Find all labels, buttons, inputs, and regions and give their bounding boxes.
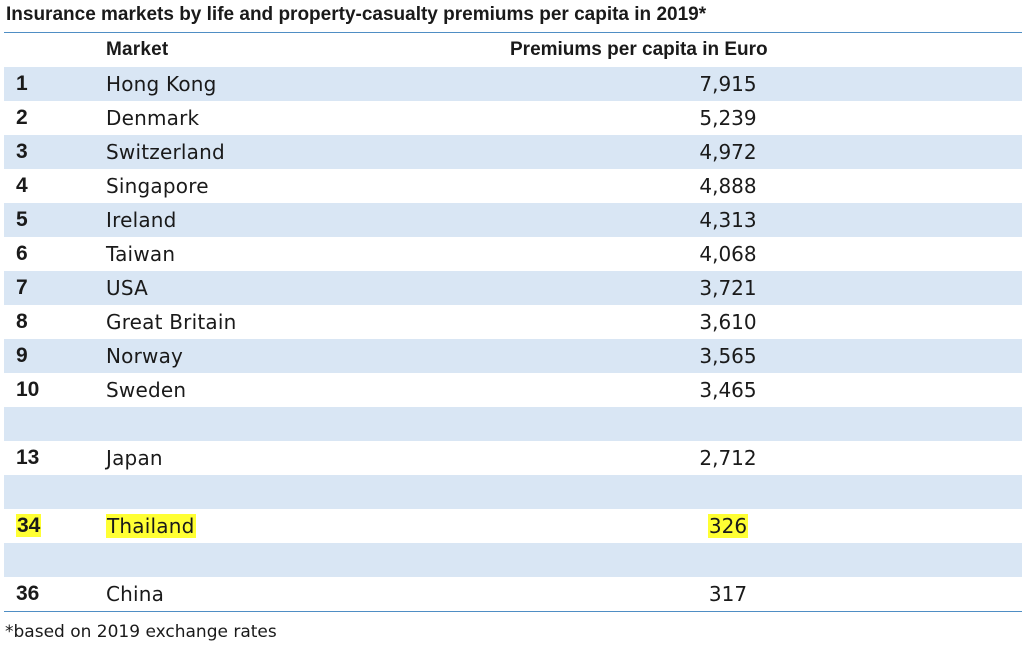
row-market: Great Britain (106, 310, 237, 334)
row-premium-value: 326 (662, 509, 794, 543)
header-premiums: Premiums per capita in Euro (510, 39, 768, 60)
table-row (4, 475, 1022, 509)
table-row: 4 Singapore 4,888 (4, 169, 1022, 203)
highlight-mark: 34 (16, 514, 42, 537)
table-row: 13 Japan 2,712 (4, 441, 1022, 475)
row-market: China (106, 582, 165, 606)
row-rank: 9 (16, 344, 28, 367)
table-row: 2 Denmark 5,239 (4, 101, 1022, 135)
row-market: Ireland (106, 208, 177, 232)
table-header-row: Market Premiums per capita in Euro (4, 33, 1022, 67)
row-market: Taiwan (106, 242, 176, 266)
row-premium-value: 4,313 (699, 208, 757, 232)
row-premium-value (662, 543, 794, 577)
row-rank: 5 (16, 208, 28, 231)
row-premium-value (662, 475, 794, 509)
premiums-table: Market Premiums per capita in Euro 1 Hong… (4, 32, 1022, 612)
row-premium-value: 4,972 (699, 140, 757, 164)
table-row: 5 Ireland 4,313 (4, 203, 1022, 237)
highlight-mark: Thailand (106, 514, 196, 538)
row-market: Singapore (106, 174, 209, 198)
row-market: Hong Kong (106, 72, 217, 96)
row-premium-value: 2,712 (699, 446, 757, 470)
row-premium-value: 5,239 (699, 106, 757, 130)
row-market: USA (106, 276, 148, 300)
table-row (4, 407, 1022, 441)
table-row: 36 China 317 (4, 577, 1022, 611)
row-rank: 8 (16, 310, 28, 333)
table-body: 1 Hong Kong 7,915 2 Denmark 5,239 3 Switzerland… (4, 67, 1022, 611)
row-rank: 13 (16, 446, 40, 469)
table-row: 9 Norway 3,565 (4, 339, 1022, 373)
row-market: Sweden (106, 378, 187, 402)
row-rank: 7 (16, 276, 28, 299)
row-market: Switzerland (106, 140, 225, 164)
row-premium-value: 4,888 (699, 174, 757, 198)
row-rank: 36 (16, 582, 40, 605)
table-row: 1 Hong Kong 7,915 (4, 67, 1022, 101)
table-row: 7 USA 3,721 (4, 271, 1022, 305)
table-row: 3 Switzerland 4,972 (4, 135, 1022, 169)
row-premium-value: 3,565 (699, 344, 757, 368)
chart-title: Insurance markets by life and property-c… (6, 4, 707, 25)
row-market: Norway (106, 344, 184, 368)
row-market: Thailand (106, 509, 196, 543)
row-rank: 10 (16, 378, 40, 401)
row-rank: 4 (16, 174, 28, 197)
row-premium-value: 3,465 (699, 378, 757, 402)
row-rank: 2 (16, 106, 28, 129)
row-rank: 34 (16, 509, 42, 543)
row-premium-value: 7,915 (699, 72, 757, 96)
table-row: 6 Taiwan 4,068 (4, 237, 1022, 271)
row-market: Japan (106, 446, 163, 470)
row-premium-value: 3,610 (699, 310, 757, 334)
highlight-mark: 326 (707, 514, 749, 538)
row-premium-value: 317 (708, 582, 748, 606)
row-rank: 6 (16, 242, 28, 265)
footnote: *based on 2019 exchange rates (5, 622, 277, 642)
row-premium-value: 4,068 (699, 242, 757, 266)
table-row: 10 Sweden 3,465 (4, 373, 1022, 407)
header-market: Market (106, 39, 169, 60)
row-rank: 3 (16, 140, 28, 163)
row-rank: 1 (16, 72, 28, 95)
row-market: Denmark (106, 106, 200, 130)
table-row: 8 Great Britain 3,610 (4, 305, 1022, 339)
table-row: 34 Thailand 326 (4, 509, 1022, 543)
row-premium-value (662, 407, 794, 441)
table-row (4, 543, 1022, 577)
row-premium-value: 3,721 (699, 276, 757, 300)
